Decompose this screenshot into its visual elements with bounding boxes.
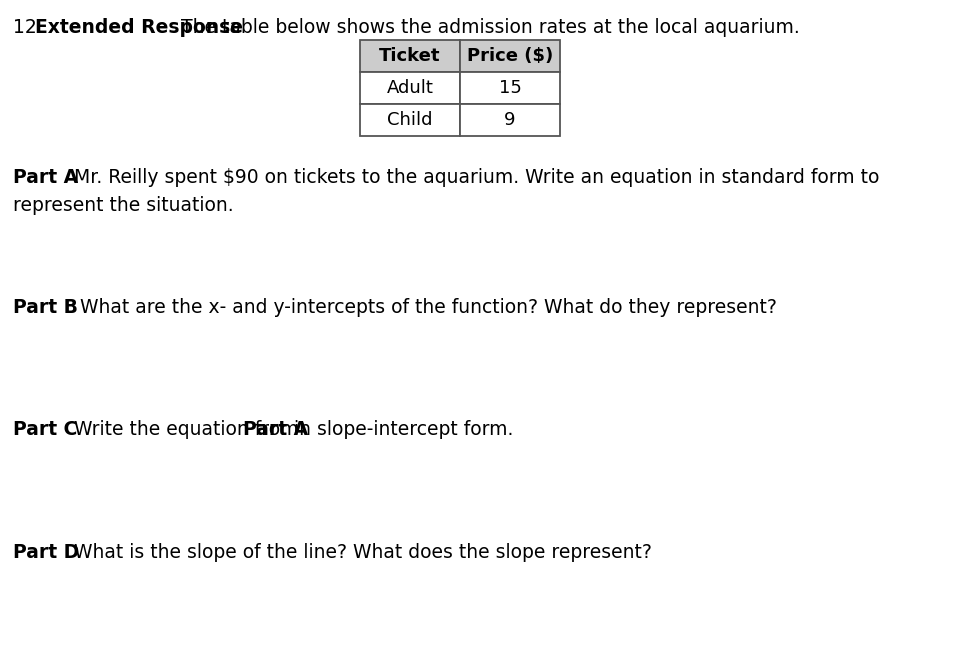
Text: Child: Child <box>387 111 432 129</box>
Text: represent the situation.: represent the situation. <box>13 196 234 215</box>
Text: Part C: Part C <box>13 420 77 439</box>
Text: Mr. Reilly spent $90 on tickets to the aquarium. Write an equation in standard f: Mr. Reilly spent $90 on tickets to the a… <box>67 168 878 187</box>
Text: What is the slope of the line? What does the slope represent?: What is the slope of the line? What does… <box>67 543 651 562</box>
Text: in slope-intercept form.: in slope-intercept form. <box>288 420 512 439</box>
Bar <box>360 72 460 104</box>
Text: Adult: Adult <box>386 79 433 97</box>
Text: Ticket: Ticket <box>378 47 440 65</box>
Text: 9: 9 <box>504 111 515 129</box>
Bar <box>360 40 460 72</box>
Text: Write the equation from: Write the equation from <box>67 420 304 439</box>
Text: Price ($): Price ($) <box>467 47 553 65</box>
Text: Part A: Part A <box>13 168 78 187</box>
Text: Extended Response: Extended Response <box>35 18 243 37</box>
Text: 15: 15 <box>498 79 521 97</box>
Bar <box>360 104 460 136</box>
Text: What are the x- and y-intercepts of the function? What do they represent?: What are the x- and y-intercepts of the … <box>67 298 777 317</box>
Text: Part B: Part B <box>13 298 78 317</box>
Text: 12.: 12. <box>13 18 43 37</box>
Text: Part A: Part A <box>243 420 308 439</box>
Bar <box>460 104 559 136</box>
Bar <box>460 72 559 104</box>
Text: The table below shows the admission rates at the local aquarium.: The table below shows the admission rate… <box>175 18 799 37</box>
Bar <box>460 40 559 72</box>
Text: Part D: Part D <box>13 543 79 562</box>
